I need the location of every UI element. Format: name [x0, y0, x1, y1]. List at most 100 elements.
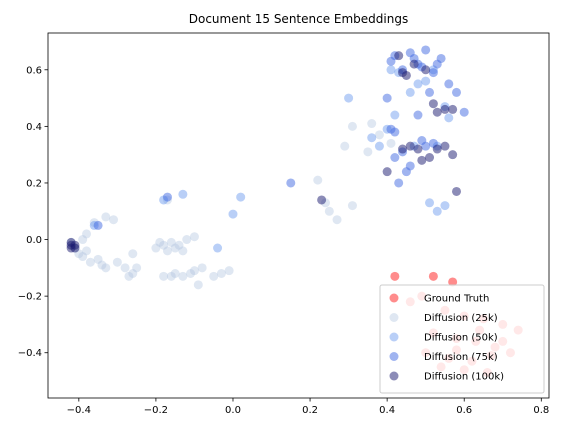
- point-series-2: [178, 189, 188, 199]
- point-series-4: [428, 99, 438, 109]
- point-series-1: [178, 271, 188, 281]
- point-series-4: [394, 51, 404, 61]
- point-series-1: [193, 280, 203, 290]
- point-series-1: [166, 237, 176, 247]
- point-series-3: [162, 192, 172, 202]
- point-series-1: [159, 240, 169, 250]
- x-tick-label: −0.2: [144, 405, 168, 416]
- y-tick-label: −0.4: [18, 348, 42, 359]
- legend-marker: [389, 293, 399, 303]
- point-series-3: [394, 178, 404, 188]
- point-series-2: [390, 110, 400, 120]
- point-series-4: [440, 141, 450, 151]
- point-series-3: [452, 87, 462, 97]
- point-series-4: [440, 104, 450, 114]
- point-series-4: [413, 144, 423, 154]
- point-series-2: [405, 87, 415, 97]
- legend-box: [379, 284, 545, 394]
- point-series-2: [440, 201, 450, 211]
- point-series-3: [390, 153, 400, 162]
- legend-marker: [389, 313, 399, 322]
- y-tick-label: 0.0: [26, 235, 42, 246]
- legend-label: Diffusion (100k): [424, 372, 504, 383]
- point-series-4: [382, 167, 392, 177]
- point-series-2: [374, 141, 384, 151]
- point-series-1: [120, 263, 130, 273]
- point-series-0: [448, 277, 458, 287]
- point-series-1: [189, 232, 199, 242]
- point-series-1: [386, 138, 396, 148]
- point-series-1: [170, 243, 180, 253]
- legend-marker: [389, 332, 399, 342]
- legend-marker: [389, 352, 399, 361]
- point-series-4: [432, 107, 442, 117]
- point-series-3: [421, 141, 431, 151]
- point-series-1: [209, 271, 219, 281]
- y-tick-label: 0.4: [26, 122, 42, 133]
- point-series-2: [367, 133, 377, 143]
- point-series-3: [382, 93, 392, 103]
- point-series-3: [93, 220, 103, 230]
- point-series-1: [128, 269, 138, 278]
- point-series-1: [155, 237, 165, 247]
- legend-marker: [389, 371, 399, 381]
- point-series-1: [324, 206, 334, 216]
- point-series-4: [448, 150, 458, 160]
- point-series-3: [444, 79, 454, 89]
- point-series-3: [413, 110, 423, 120]
- point-series-3: [459, 107, 469, 117]
- x-tick-label: −0.4: [67, 405, 91, 416]
- point-series-1: [97, 260, 107, 270]
- point-series-3: [436, 53, 446, 63]
- point-series-1: [93, 254, 103, 264]
- legend-label: Diffusion (75k): [424, 352, 498, 363]
- point-series-4: [398, 144, 408, 154]
- point-series-1: [78, 235, 88, 245]
- x-tick-label: 0.0: [225, 405, 241, 416]
- point-series-4: [425, 153, 435, 162]
- y-tick-label: 0.2: [26, 178, 42, 189]
- point-series-1: [82, 246, 92, 256]
- legend-label: Diffusion (25k): [424, 313, 498, 324]
- point-series-1: [128, 249, 138, 259]
- x-tick-label: 0.2: [302, 405, 318, 416]
- point-series-1: [347, 121, 357, 131]
- x-tick-label: 0.6: [456, 405, 472, 416]
- point-series-1: [347, 201, 357, 211]
- point-series-2: [344, 93, 354, 103]
- point-series-0: [390, 271, 400, 281]
- point-series-3: [405, 161, 415, 171]
- point-series-3: [421, 45, 431, 55]
- point-series-1: [197, 263, 207, 273]
- point-series-2: [425, 198, 435, 208]
- point-series-2: [386, 65, 396, 75]
- y-tick-label: −0.2: [18, 292, 42, 303]
- point-series-2: [236, 192, 246, 202]
- x-tick-label: 0.4: [379, 405, 395, 416]
- point-series-1: [82, 229, 92, 239]
- point-series-4: [432, 144, 442, 154]
- point-series-1: [224, 266, 234, 276]
- point-series-3: [425, 87, 435, 97]
- point-series-4: [405, 141, 415, 151]
- point-series-1: [313, 175, 323, 185]
- point-series-0: [428, 271, 438, 281]
- point-series-1: [189, 266, 199, 276]
- point-series-3: [386, 124, 396, 134]
- legend-label: Diffusion (50k): [424, 333, 498, 344]
- legend: Ground Truth Diffusion (25k) Diffusion (50…: [379, 284, 545, 394]
- point-series-4: [401, 70, 411, 80]
- point-series-1: [124, 271, 134, 281]
- point-series-2: [421, 76, 431, 86]
- point-series-1: [170, 269, 180, 278]
- point-series-1: [340, 141, 350, 151]
- point-series-2: [432, 206, 442, 216]
- point-series-1: [367, 119, 377, 129]
- point-series-4: [448, 104, 458, 114]
- point-series-1: [101, 212, 111, 222]
- chart-title: Document 15 Sentence Embeddings: [189, 12, 408, 26]
- point-series-1: [363, 147, 373, 157]
- y-axis: −0.4 −0.2 0.0 0.2 0.4 0.6: [18, 65, 48, 359]
- x-tick-label: 0.8: [533, 405, 549, 416]
- point-series-1: [162, 246, 172, 256]
